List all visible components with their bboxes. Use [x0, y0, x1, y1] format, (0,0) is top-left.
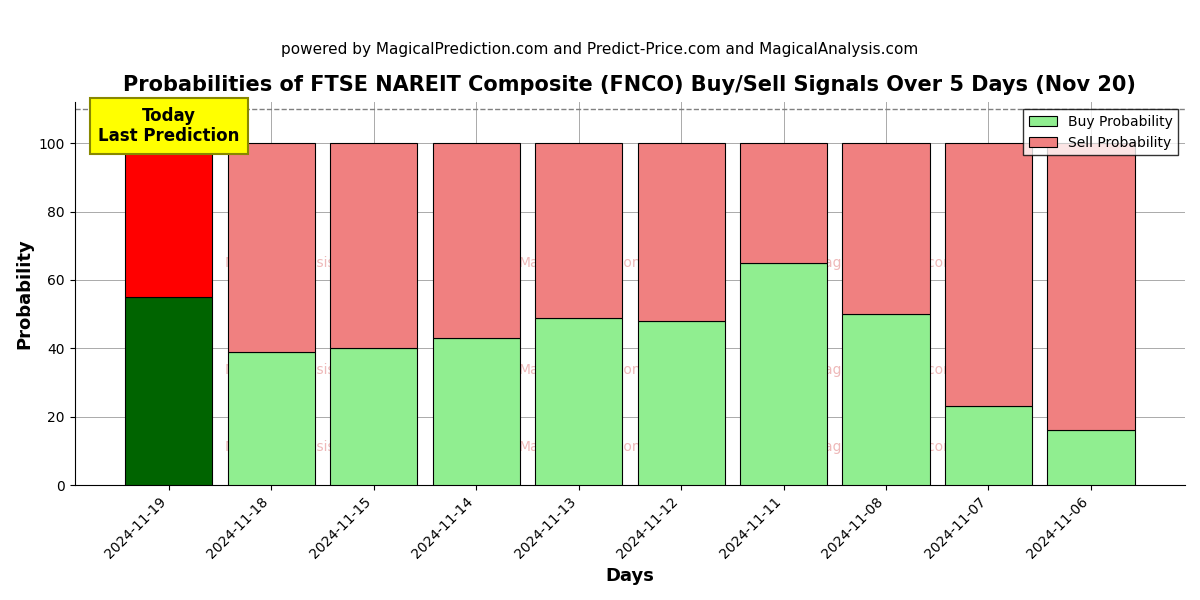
Bar [125, 143, 212, 297]
Text: MagicalAnalysis.com: MagicalAnalysis.com [812, 440, 958, 454]
Bar [1048, 430, 1134, 485]
Bar [740, 143, 827, 263]
X-axis label: Days: Days [605, 567, 654, 585]
Y-axis label: Probability: Probability [16, 238, 34, 349]
Bar [842, 314, 930, 485]
Bar [432, 338, 520, 485]
Text: MagicalAnalysis.com: MagicalAnalysis.com [224, 256, 370, 270]
Bar [740, 263, 827, 485]
Bar [535, 317, 622, 485]
Bar [1048, 143, 1134, 430]
Text: MagicalAnalysis.com: MagicalAnalysis.com [812, 363, 958, 377]
Text: Today
Last Prediction: Today Last Prediction [98, 107, 239, 145]
Text: MagicalPrediction.com: MagicalPrediction.com [518, 256, 674, 270]
Bar [432, 143, 520, 338]
Bar [228, 352, 314, 485]
Bar [637, 321, 725, 485]
Bar [535, 143, 622, 317]
Legend: Buy Probability, Sell Probability: Buy Probability, Sell Probability [1024, 109, 1178, 155]
Title: Probabilities of FTSE NAREIT Composite (FNCO) Buy/Sell Signals Over 5 Days (Nov : Probabilities of FTSE NAREIT Composite (… [124, 75, 1136, 95]
Bar [228, 143, 314, 352]
Text: powered by MagicalPrediction.com and Predict-Price.com and MagicalAnalysis.com: powered by MagicalPrediction.com and Pre… [281, 42, 919, 57]
Text: MagicalAnalysis.com: MagicalAnalysis.com [224, 440, 370, 454]
Bar [330, 349, 418, 485]
Bar [330, 143, 418, 349]
Bar [842, 143, 930, 314]
Bar [125, 297, 212, 485]
Bar [944, 406, 1032, 485]
Text: MagicalAnalysis.com: MagicalAnalysis.com [224, 363, 370, 377]
Bar [637, 143, 725, 321]
Bar [944, 143, 1032, 406]
Text: MagicalAnalysis.com: MagicalAnalysis.com [812, 256, 958, 270]
Text: MagicalPrediction.com: MagicalPrediction.com [518, 363, 674, 377]
Text: MagicalPrediction.com: MagicalPrediction.com [518, 440, 674, 454]
